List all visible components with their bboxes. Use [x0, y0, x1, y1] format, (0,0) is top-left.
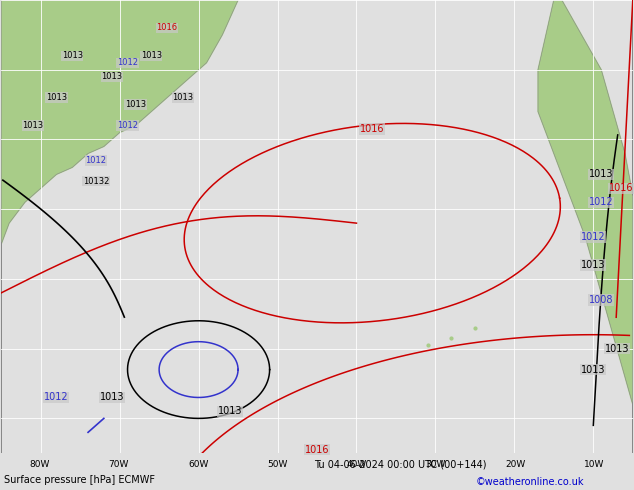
Text: 1012: 1012	[117, 58, 138, 67]
Text: 1012: 1012	[86, 156, 107, 165]
Text: 70W: 70W	[108, 460, 129, 468]
Text: 30W: 30W	[425, 460, 446, 468]
Text: 1013: 1013	[141, 51, 162, 60]
Text: Surface pressure [hPa] ECMWF: Surface pressure [hPa] ECMWF	[4, 475, 155, 485]
Text: 1016: 1016	[360, 124, 384, 134]
Text: 10132: 10132	[83, 177, 109, 186]
Text: 1016: 1016	[157, 24, 178, 32]
Text: 1013: 1013	[46, 93, 67, 102]
Text: 80W: 80W	[29, 460, 50, 468]
Text: 1013: 1013	[581, 365, 605, 374]
Text: 1013: 1013	[125, 100, 146, 109]
Text: 10W: 10W	[584, 460, 605, 468]
Text: 1016: 1016	[305, 445, 329, 455]
Text: 1013: 1013	[100, 392, 124, 402]
Text: 1012: 1012	[589, 197, 614, 207]
Text: 1012: 1012	[581, 232, 605, 242]
Text: 50W: 50W	[267, 460, 288, 468]
Polygon shape	[1, 0, 238, 453]
Text: 1013: 1013	[22, 121, 43, 130]
Text: 1013: 1013	[589, 170, 614, 179]
Text: 1012: 1012	[117, 121, 138, 130]
Text: 20W: 20W	[505, 460, 525, 468]
Text: 1013: 1013	[605, 343, 629, 354]
Text: 1012: 1012	[44, 392, 69, 402]
Text: 1013: 1013	[581, 260, 605, 270]
Text: 60W: 60W	[188, 460, 209, 468]
Text: ©weatheronline.co.uk: ©weatheronline.co.uk	[476, 477, 585, 487]
Text: 1008: 1008	[589, 295, 614, 305]
Text: 1013: 1013	[61, 51, 83, 60]
Text: 1016: 1016	[609, 183, 633, 193]
Text: Tu 04-06-2024 00:00 UTC (00+144): Tu 04-06-2024 00:00 UTC (00+144)	[314, 459, 486, 469]
Text: 40W: 40W	[347, 460, 366, 468]
Text: 1013: 1013	[101, 72, 122, 81]
Polygon shape	[538, 0, 633, 453]
Text: 1013: 1013	[218, 406, 242, 416]
Text: 1013: 1013	[172, 93, 193, 102]
